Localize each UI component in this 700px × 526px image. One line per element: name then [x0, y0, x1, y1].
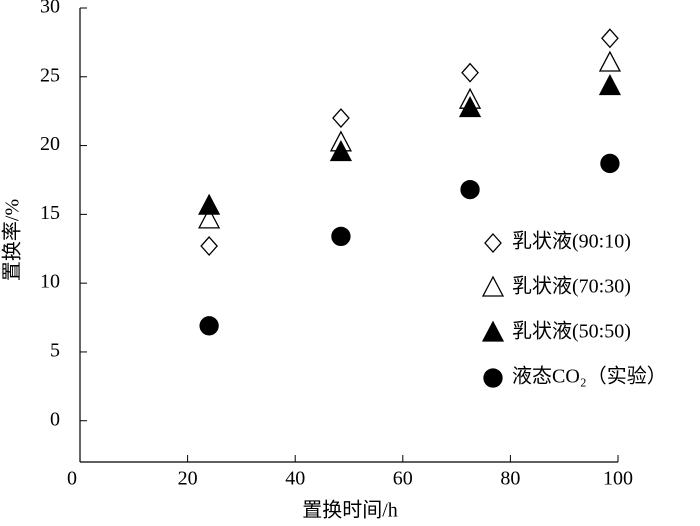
y-tick-label: 5	[50, 340, 60, 362]
point	[598, 50, 622, 72]
x-axis-title: 置换时间/h	[302, 499, 398, 522]
point	[598, 74, 622, 96]
y-tick-label: 10	[40, 271, 60, 293]
point	[601, 28, 619, 49]
y-tick-label: 0	[50, 408, 60, 430]
x-tick-label: 60	[393, 468, 413, 490]
point	[198, 207, 221, 229]
y-tick-label: 30	[40, 0, 60, 18]
x-tick-label: 80	[500, 468, 520, 490]
legend-label: 乳状液(90:10)	[512, 230, 631, 253]
legend-marker	[481, 320, 505, 342]
y-tick-label: 25	[40, 64, 60, 86]
y-axis-title: 置换率/%	[1, 199, 24, 281]
point	[199, 316, 219, 336]
point	[458, 96, 482, 118]
legend-marker	[481, 275, 505, 297]
point	[198, 193, 221, 215]
point	[329, 140, 353, 162]
y-tick-label: 15	[40, 202, 60, 224]
point	[600, 153, 620, 174]
point	[461, 62, 479, 83]
point	[460, 179, 480, 200]
point	[331, 226, 351, 247]
legend-label: 液态CO₂（实验）	[512, 365, 667, 388]
legend-marker	[483, 368, 503, 388]
y-tick-label: 20	[40, 133, 60, 155]
x-tick-label: 40	[285, 468, 305, 490]
x-tick-label: 100	[603, 468, 633, 490]
legend-label: 乳状液(70:30)	[512, 275, 631, 298]
x-tick-label: 0	[67, 468, 77, 490]
x-tick-label: 20	[178, 468, 198, 490]
point	[332, 108, 350, 129]
point	[200, 236, 218, 256]
legend-label: 乳状液(50:50)	[512, 320, 631, 343]
legend-marker	[484, 233, 502, 253]
